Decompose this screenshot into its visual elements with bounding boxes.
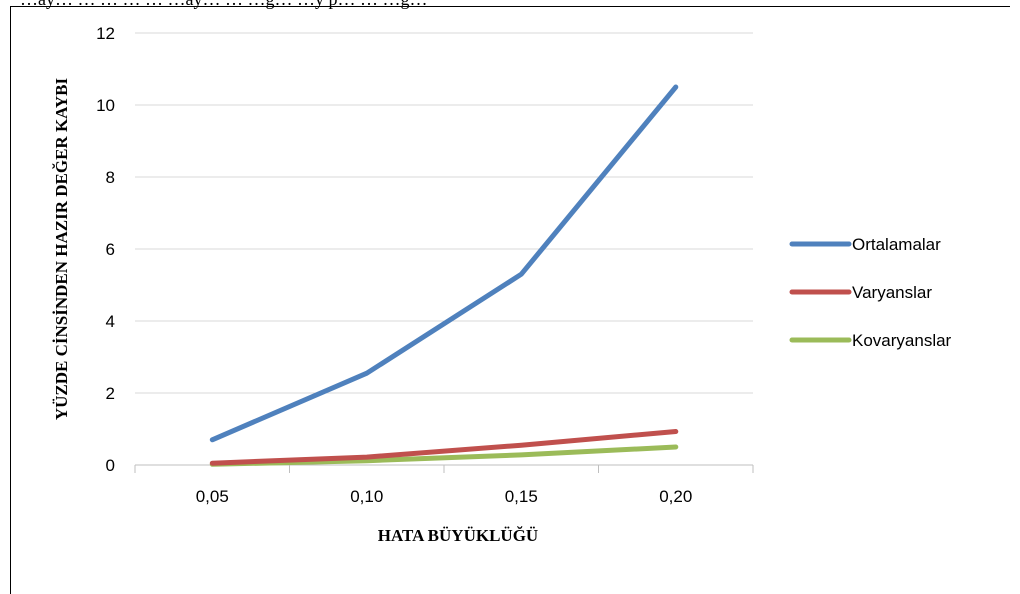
y-tick-labels: 0 2 4 6 8 10 12 — [96, 24, 115, 475]
y-tick-label: 10 — [96, 96, 115, 115]
x-axis-title: HATA BÜYÜKLÜĞÜ — [378, 526, 538, 545]
y-tick-label: 6 — [106, 240, 115, 259]
series-line-varyanslar — [209, 429, 679, 466]
gridlines — [135, 32, 753, 466]
legend-label-ortalamalar: Ortalamalar — [852, 235, 941, 254]
y-tick-label: 12 — [96, 24, 115, 43]
frame-left-border — [10, 6, 11, 594]
x-tick-label: 0,10 — [350, 487, 383, 506]
x-tick-label: 0,05 — [196, 487, 229, 506]
series-line-ortalamalar — [209, 84, 679, 443]
y-tick-label: 8 — [106, 168, 115, 187]
frame-top-border — [10, 6, 1010, 7]
x-tick-label: 0,15 — [505, 487, 538, 506]
y-axis-title: YÜZDE CİNSİNDEN HAZIR DEĞER KAYBI — [52, 77, 71, 420]
truncated-top-text: …ay… … … … … …ay… … …g… …y p… … …g… — [20, 0, 427, 10]
legend: Ortalamalar Varyanslar Kovaryanslar — [789, 235, 952, 350]
y-tick-label: 0 — [106, 456, 115, 475]
x-tick-label: 0,20 — [659, 487, 692, 506]
legend-label-varyanslar: Varyanslar — [852, 283, 932, 302]
legend-label-kovaryanslar: Kovaryanslar — [852, 331, 952, 350]
x-tick-labels: 0,05 0,10 0,15 0,20 — [134, 465, 754, 506]
y-tick-label: 2 — [106, 384, 115, 403]
y-tick-label: 4 — [106, 312, 115, 331]
series-lines — [209, 84, 679, 467]
